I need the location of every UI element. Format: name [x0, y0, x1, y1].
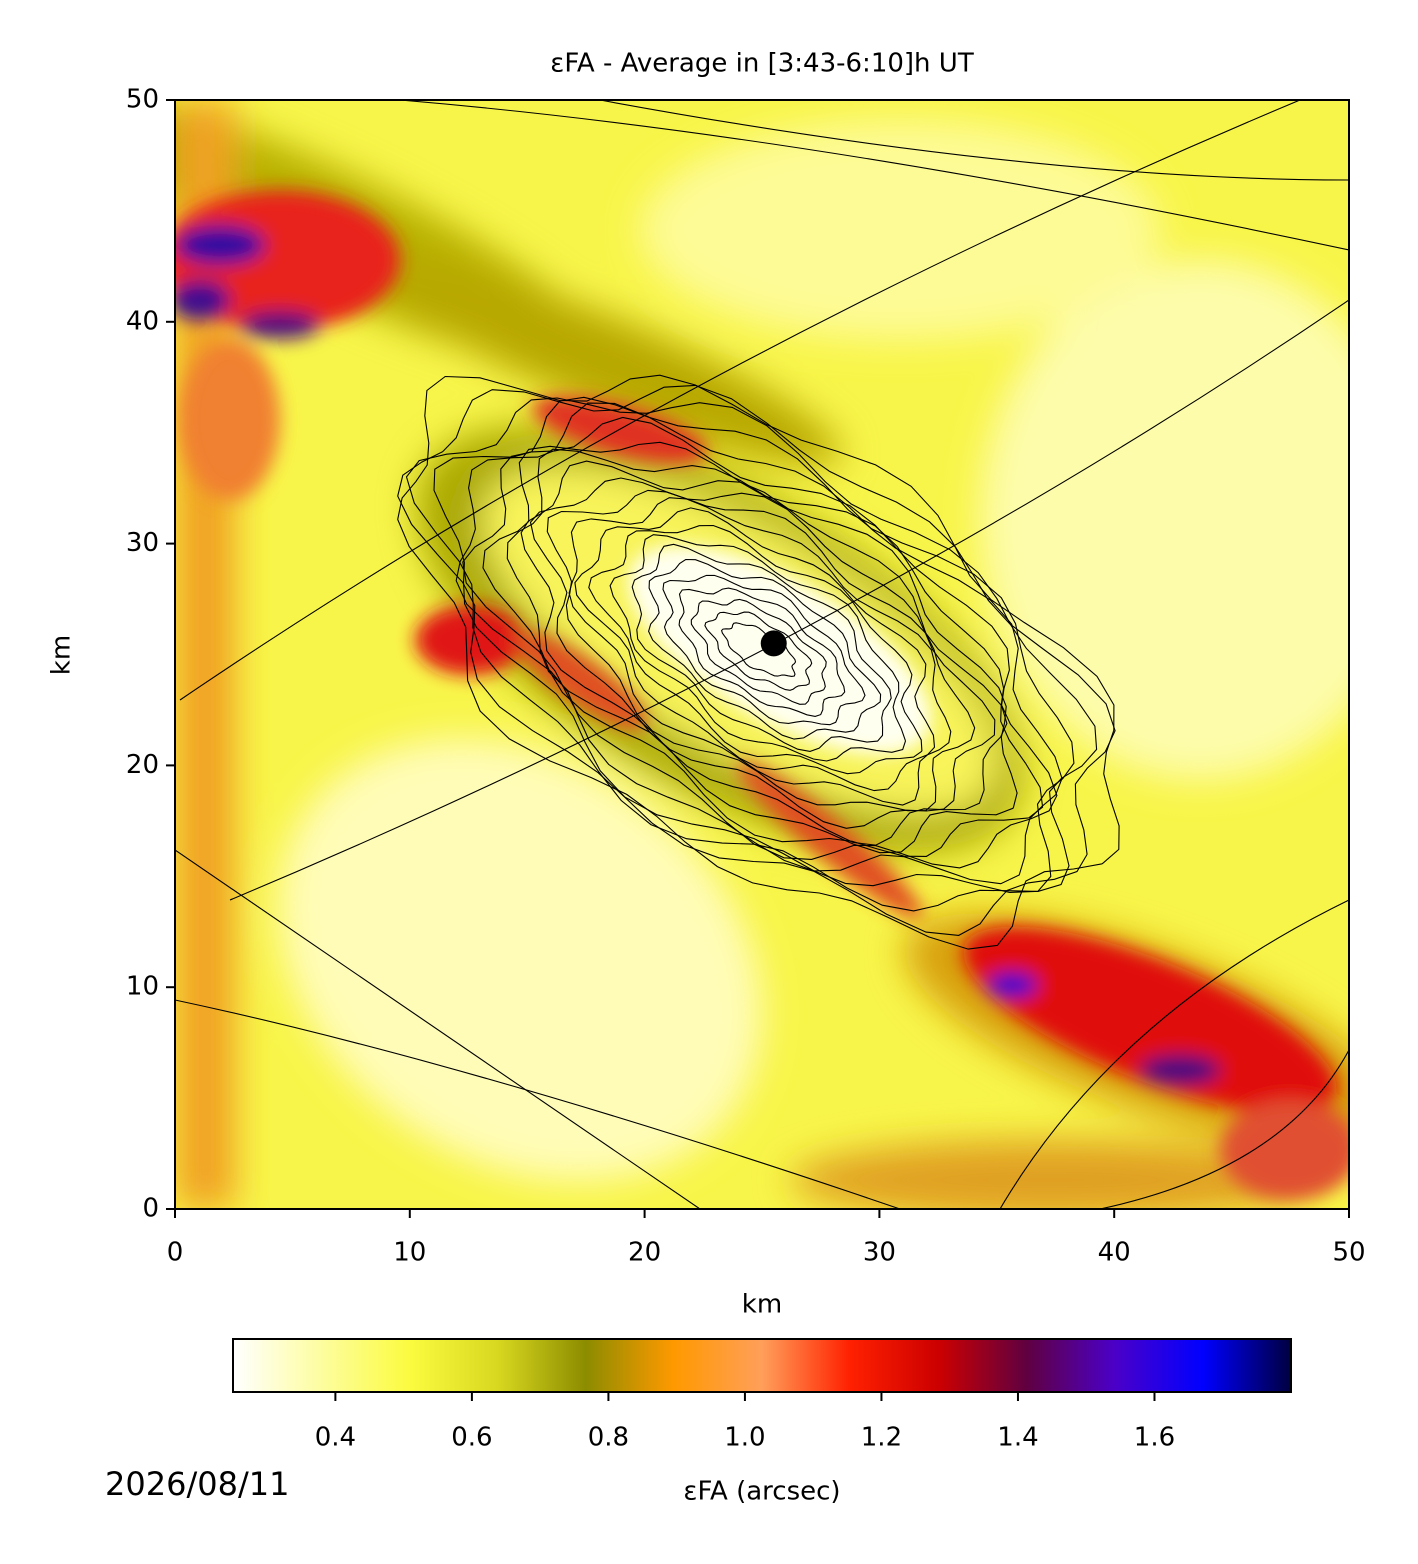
- y-tick-label: 0: [142, 1194, 159, 1224]
- contour: [999, 899, 1349, 1209]
- contour: [462, 416, 1058, 869]
- contour: [690, 598, 827, 705]
- contour: [399, 100, 1349, 251]
- y-tick-label: 40: [126, 306, 159, 336]
- contour: [506, 448, 1018, 854]
- x-tick-label: 0: [167, 1238, 184, 1268]
- colorbar-tick-label: 1.4: [997, 1423, 1038, 1453]
- location-marker: [760, 630, 787, 657]
- contour: [678, 587, 846, 717]
- y-tick-label: 20: [126, 750, 159, 780]
- contour: [455, 402, 1063, 885]
- x-tick-label: 40: [1098, 1238, 1131, 1268]
- contour: [179, 100, 1301, 701]
- contour: [397, 374, 1120, 950]
- x-tick-label: 20: [628, 1238, 661, 1268]
- colorbar-tick-label: 0.4: [315, 1423, 356, 1453]
- y-tick-label: 10: [126, 972, 159, 1002]
- contour: [574, 507, 936, 792]
- contour: [648, 558, 882, 740]
- contour: [175, 849, 701, 1209]
- colorbar-tick-label: 0.6: [451, 1423, 492, 1453]
- chart-title: εFA - Average in [3:43-6:10]h UT: [550, 49, 974, 79]
- colorbar-tick-label: 0.8: [588, 1423, 629, 1453]
- x-axis-label: km: [742, 1290, 782, 1320]
- contour: [529, 477, 996, 829]
- contour: [482, 441, 1044, 857]
- contour: [229, 299, 1349, 901]
- contour: [397, 384, 1116, 936]
- contour: [568, 497, 952, 806]
- colorbar-label: εFA (arcsec): [683, 1477, 840, 1507]
- date-annotation: 2026/08/11: [105, 1465, 289, 1503]
- colorbar: [232, 1338, 1292, 1393]
- contour: [631, 543, 892, 752]
- contour: [1099, 1049, 1349, 1209]
- y-axis-label: km: [47, 635, 77, 675]
- contour: [609, 534, 907, 762]
- x-tick-label: 10: [393, 1238, 426, 1268]
- field: [175, 100, 1349, 1209]
- y-tick-label: 50: [126, 85, 159, 115]
- colorbar-tick-label: 1.0: [724, 1423, 765, 1453]
- y-tick-label: 30: [126, 528, 159, 558]
- x-tick-label: 50: [1332, 1238, 1365, 1268]
- x-tick-label: 30: [863, 1238, 896, 1268]
- plot-frame: [174, 99, 1350, 1210]
- colorbar-tick-label: 1.2: [861, 1423, 902, 1453]
- contours: [175, 100, 1349, 1209]
- contour: [433, 396, 1075, 893]
- contour: [175, 999, 901, 1209]
- contour: [662, 574, 866, 726]
- colorbar-tick-label: 1.6: [1134, 1423, 1175, 1453]
- contour: [546, 489, 976, 812]
- contour: [599, 100, 1349, 181]
- contour: [704, 611, 813, 691]
- contour: [588, 524, 923, 775]
